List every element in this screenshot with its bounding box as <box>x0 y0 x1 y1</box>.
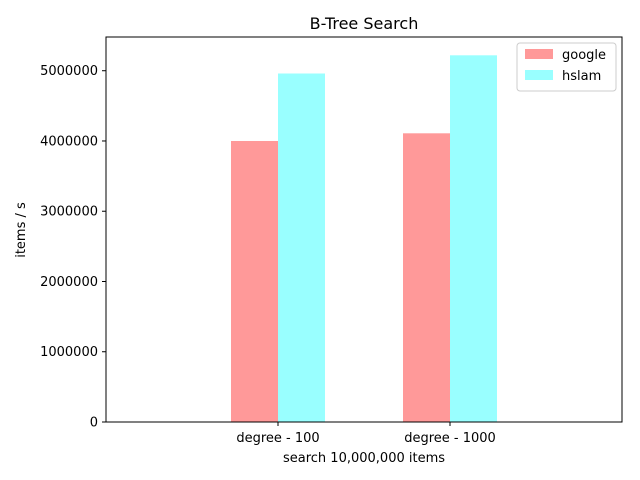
legend-label-google: google <box>562 48 606 63</box>
x-axis-label: search 10,000,000 items <box>283 451 445 466</box>
axes-frame <box>105 36 623 423</box>
y-tick-label: 4000000 <box>40 134 98 149</box>
bar-google-1 <box>231 141 278 422</box>
y-tick-label: 5000000 <box>40 64 98 79</box>
x-tick-label: degree - 100 <box>236 431 319 446</box>
legend-label-hslam: hslam <box>562 69 601 84</box>
plot-area: 0 1000000 2000000 3000000 4000000 5000000 degr… <box>40 36 623 446</box>
y-tick-label: 1000000 <box>40 345 98 360</box>
legend-swatch-google <box>525 49 553 59</box>
legend-swatch-hslam <box>525 70 553 80</box>
bar-hslam-1 <box>278 73 325 422</box>
bar-google-2 <box>403 133 450 423</box>
y-axis-label: items / s <box>14 202 29 258</box>
bar-hslam-2 <box>450 55 497 423</box>
y-tick-label: 3000000 <box>40 205 98 220</box>
y-tick-label: 0 <box>90 416 98 431</box>
x-tick-label: degree - 1000 <box>404 431 496 446</box>
chart-title: B-Tree Search <box>310 14 419 33</box>
y-tick-label: 2000000 <box>40 275 98 290</box>
